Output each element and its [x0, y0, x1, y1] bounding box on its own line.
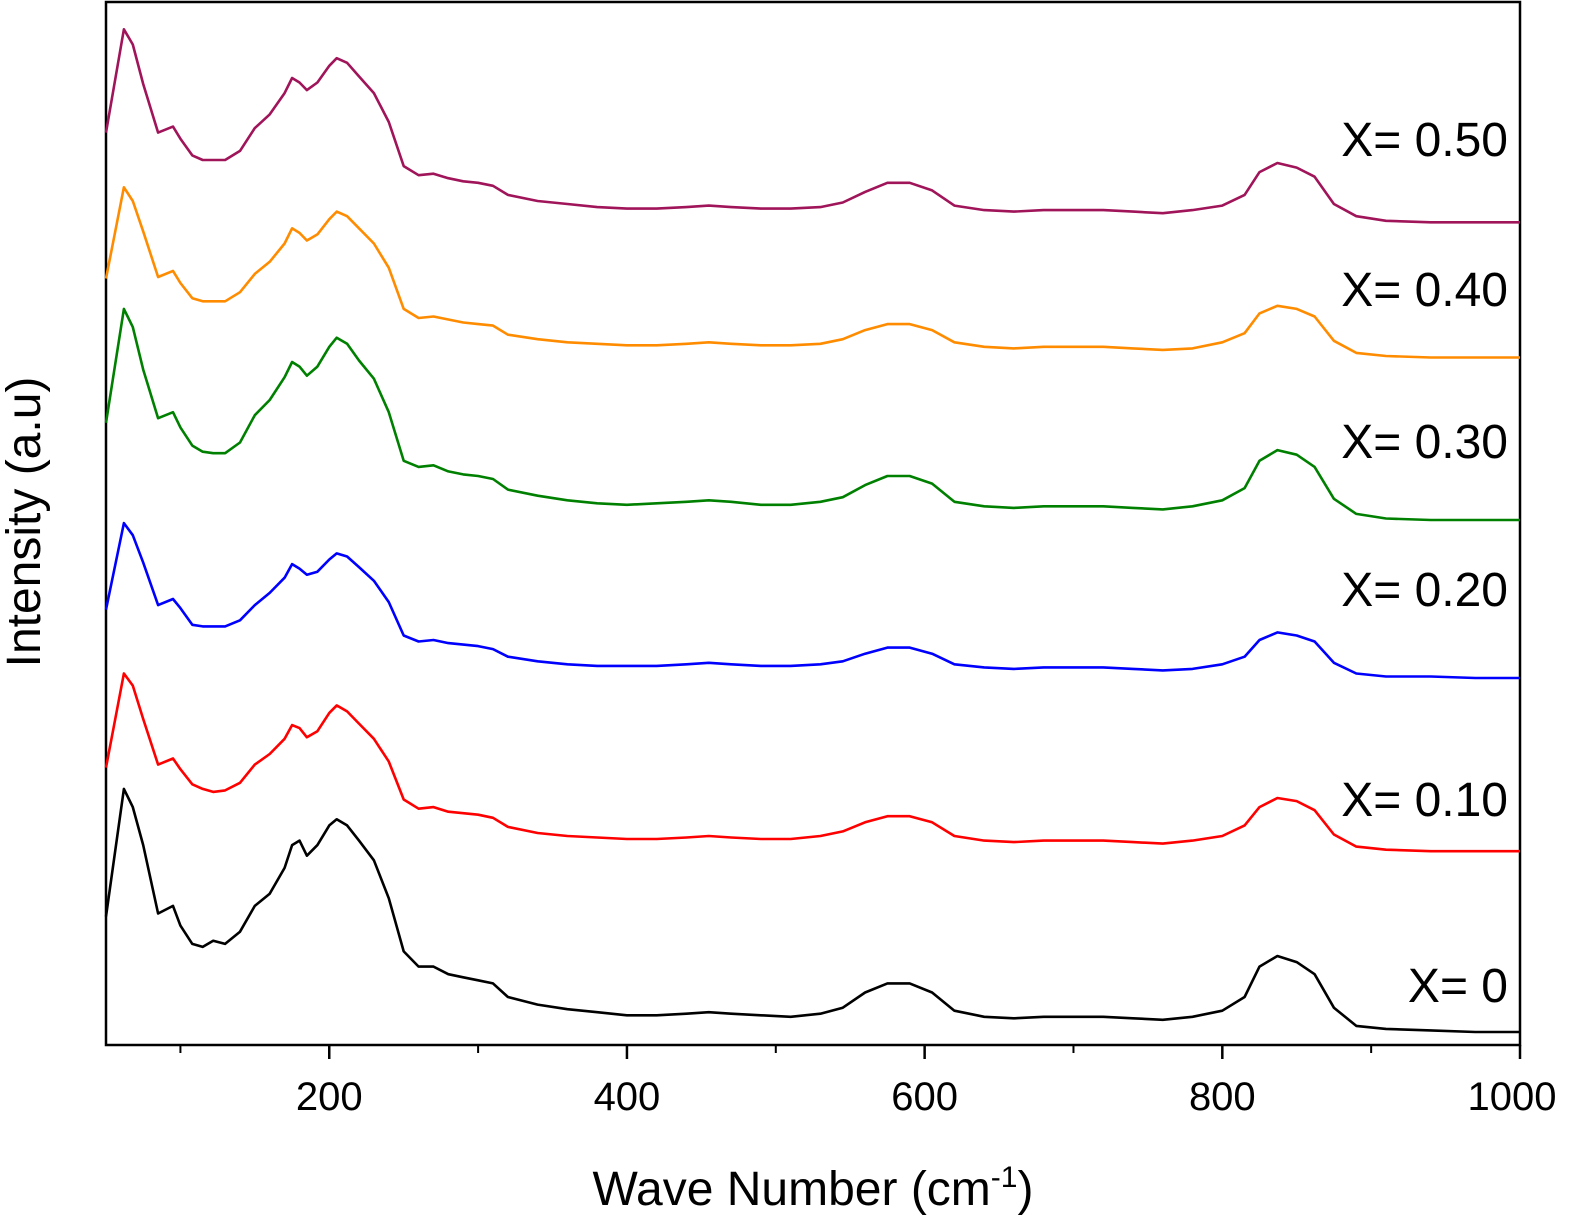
series-label-x050: X= 0.50: [1341, 114, 1508, 167]
series-line-0: [104, 787, 1520, 1034]
plot-frame: [104, 0, 1522, 1047]
y-axis-title: Intensity (a.u): [0, 377, 51, 668]
series-label-x030: X= 0.30: [1341, 416, 1508, 469]
x-axis-title-suffix: ): [1017, 1163, 1033, 1216]
series-line-3: [104, 307, 1520, 522]
x-axis-ticks: 200 400 600 800 1000: [179, 1045, 1557, 1119]
series-label-x0: X= 0: [1408, 960, 1508, 1013]
x-axis-title-main: Wave Number (cm: [593, 1163, 991, 1216]
x-tick-label-1: 400: [594, 1075, 661, 1119]
series-group: [104, 28, 1520, 1034]
series-line-5: [104, 28, 1520, 224]
series-line-4: [104, 186, 1520, 359]
x-axis-title-superscript: -1: [991, 1161, 1018, 1194]
x-tick-label-0: 200: [296, 1075, 363, 1119]
x-tick-label-3: 800: [1189, 1075, 1256, 1119]
series-label-x010: X= 0.10: [1341, 774, 1508, 827]
x-axis-title: Wave Number (cm-1): [593, 1161, 1034, 1216]
x-tick-label-4: 1000: [1468, 1075, 1557, 1119]
series-label-x020: X= 0.20: [1341, 564, 1508, 617]
series-label-x040: X= 0.40: [1341, 264, 1508, 317]
series-line-1: [104, 672, 1520, 853]
x-tick-label-2: 600: [891, 1075, 958, 1119]
series-line-2: [104, 521, 1520, 680]
